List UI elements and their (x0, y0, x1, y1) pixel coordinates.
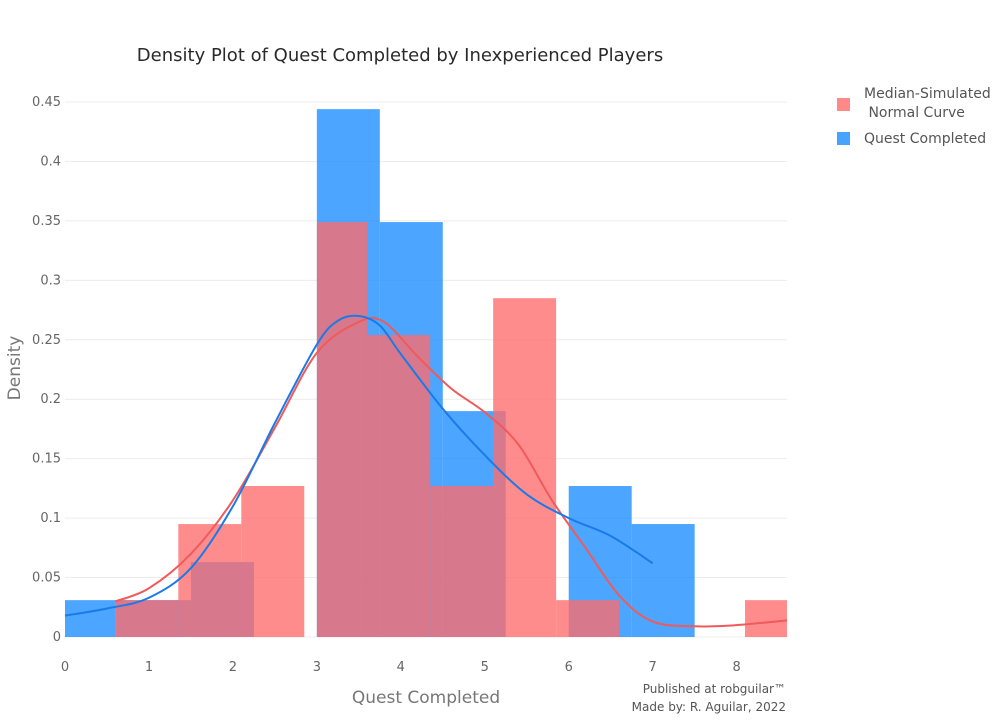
simulated-bar[interactable] (493, 298, 557, 637)
y-tick-label: 0.4 (40, 154, 61, 169)
legend-item-quest[interactable]: Quest Completed (837, 131, 986, 147)
legend-label: Quest Completed (864, 131, 986, 147)
legend-swatch (837, 132, 850, 145)
x-tick-label: 2 (229, 660, 237, 675)
x-tick-label: 6 (565, 660, 573, 675)
x-tick-label: 7 (649, 660, 657, 675)
y-tick-label: 0.3 (40, 273, 61, 288)
x-tick-label: 5 (481, 660, 489, 675)
quest-density-curve[interactable] (64, 314, 654, 617)
x-tick-label: 8 (732, 660, 740, 675)
quest-bar[interactable] (631, 524, 695, 637)
x-tick-label: 4 (397, 660, 405, 675)
x-axis-title: Quest Completed (352, 688, 500, 708)
legend-swatch (837, 98, 850, 111)
y-tick-label: 0.2 (40, 392, 61, 407)
simulated-bar[interactable] (241, 486, 305, 637)
simulated-bars (115, 222, 787, 638)
y-axis-title: Density (5, 336, 25, 401)
quest-bar[interactable] (65, 600, 116, 637)
simulated-bar[interactable] (316, 222, 368, 638)
simulated-bar[interactable] (178, 524, 242, 637)
legend-label: Median-Simulated Normal Curve (864, 86, 991, 121)
y-tick-labels: 0 0.05 0.1 0.15 0.2 0.25 0.3 0.35 0.4 0.45 (32, 95, 61, 645)
simulated-normal-curve[interactable] (115, 316, 788, 628)
y-tick-label: 0.25 (32, 333, 61, 348)
y-tick-label: 0 (53, 630, 61, 645)
simulated-bar[interactable] (430, 486, 494, 637)
y-tick-label: 0.15 (32, 452, 61, 467)
legend[interactable]: Median-Simulated Normal Curve Quest Compl… (837, 86, 991, 147)
credit-made-by: Made by: R. Aguilar, 2022 (632, 700, 786, 714)
legend-item-simulated[interactable]: Median-Simulated Normal Curve (837, 86, 991, 121)
y-tick-label: 0.05 (32, 571, 61, 586)
x-tick-label: 3 (313, 660, 321, 675)
chart-title: Density Plot of Quest Completed by Inexp… (137, 45, 663, 66)
y-tick-label: 0.35 (32, 214, 61, 229)
simulated-bar[interactable] (367, 335, 431, 637)
credit-published: Published at robguilar™ (643, 682, 786, 696)
simulated-bar[interactable] (115, 600, 179, 637)
y-tick-label: 0.1 (40, 511, 61, 526)
histogram-bars (65, 109, 787, 638)
x-tick-label: 1 (145, 660, 153, 675)
simulated-bar[interactable] (556, 600, 620, 637)
x-tick-label: 0 (61, 660, 69, 675)
density-curves (64, 314, 788, 628)
x-tick-labels: 0 1 2 3 4 5 6 7 8 (61, 660, 741, 675)
y-tick-label: 0.45 (32, 95, 61, 110)
simulated-bar[interactable] (745, 600, 787, 637)
